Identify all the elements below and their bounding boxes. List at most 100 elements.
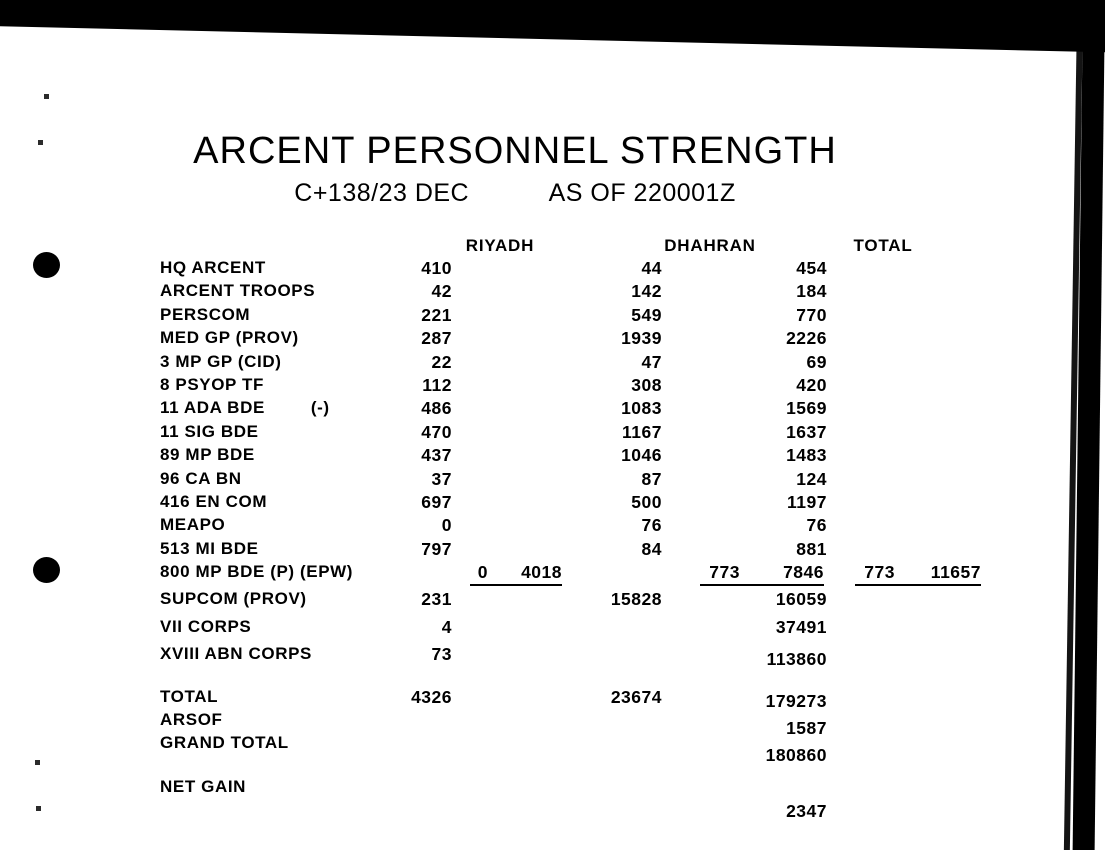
row-label-modifier: (-) (310, 398, 330, 418)
column-header-total: TOTAL (853, 236, 913, 255)
cell-riyadh-pair: 0 4018 (470, 562, 562, 587)
personnel-strength-table: RIYADH DHAHRAN TOTAL HQ ARCENT 410 44 45… (0, 236, 1000, 821)
cell-total: 770 (796, 304, 827, 325)
cell-dhahran: 47 (641, 351, 662, 372)
row-label: NET GAIN (160, 776, 247, 796)
row-label: MEAPO (160, 515, 226, 535)
row-spacer (0, 668, 1000, 687)
cell-total-subtotal: 11657 (930, 562, 981, 583)
cell-riyadh: 42 (431, 281, 452, 302)
cell-riyadh: 0 (441, 515, 452, 536)
cell-riyadh: 73 (431, 644, 452, 665)
table-row: 89 MP BDE 437 1046 1483 (0, 445, 1000, 468)
cell-riyadh: 112 (422, 374, 452, 395)
table-row: PERSCOM 221 549 770 (0, 305, 1000, 328)
table-row: 8 PSYOP TF 112 308 420 (0, 375, 1000, 398)
table-row: 416 EN COM 697 500 1197 (0, 492, 1000, 515)
table-header-row: RIYADH DHAHRAN TOTAL (0, 236, 1000, 258)
cell-total: 113860 (766, 649, 827, 670)
as-of-timestamp: AS OF 220001Z (548, 178, 736, 207)
cell-dhahran: 1167 (622, 421, 662, 442)
table-row-net-gain: NET GAIN 2347 (0, 771, 1000, 821)
cell-total-epw: 773 (864, 562, 895, 583)
row-label: GRAND TOTAL (160, 733, 289, 753)
row-label: 11 ADA BDE (-) (160, 398, 330, 418)
cell-total: 1483 (786, 445, 827, 466)
cell-total: 1197 (787, 491, 827, 512)
row-label-text: 11 ADA BDE (160, 398, 265, 418)
cell-dhahran-epw: 773 (709, 562, 740, 583)
cell-total-pair: 773 11657 (855, 562, 981, 587)
cell-riyadh: 221 (421, 304, 452, 325)
row-label: 89 MP BDE (160, 445, 255, 465)
cell-total: 2347 (786, 800, 827, 821)
row-label: 96 CA BN (160, 468, 242, 488)
table-row: HQ ARCENT 410 44 454 (0, 258, 1000, 281)
table-row: ARCENT TROOPS 42 142 184 (0, 281, 1000, 304)
cell-dhahran: 87 (641, 468, 662, 489)
row-label: 11 SIG BDE (160, 421, 259, 441)
row-label: VII CORPS (160, 616, 252, 636)
cell-dhahran: 44 (641, 258, 662, 278)
cell-riyadh-subtotal: 4018 (521, 562, 562, 583)
scan-speck (38, 140, 43, 145)
cell-total: 881 (796, 538, 827, 559)
row-label: ARSOF (160, 710, 223, 730)
cell-dhahran: 1083 (621, 398, 662, 419)
report-day-label: C+138/23 DEC (294, 178, 470, 207)
cell-dhahran-subtotal: 7846 (783, 562, 824, 583)
scan-speck (44, 94, 49, 99)
column-header-dhahran: DHAHRAN (664, 236, 756, 255)
table-row: VII CORPS 4 37491 (0, 613, 1000, 640)
cell-riyadh: 22 (431, 351, 452, 372)
margin-dot-lower (33, 557, 60, 583)
cell-riyadh: 410 (421, 258, 452, 278)
cell-riyadh: 231 (421, 589, 452, 610)
margin-dot-upper (33, 252, 60, 278)
row-label: TOTAL (160, 686, 219, 706)
cell-dhahran: 76 (641, 515, 662, 536)
cell-total: 76 (806, 515, 827, 536)
cell-total: 16059 (775, 589, 827, 610)
cell-total: 69 (806, 351, 827, 372)
row-label: SUPCOM (PROV) (160, 589, 307, 609)
cell-total: 124 (796, 468, 827, 489)
table-row: MED GP (PROV) 287 1939 2226 (0, 328, 1000, 351)
row-label: 3 MP GP (CID) (160, 351, 282, 371)
table-row-arsof: ARSOF 1587 (0, 710, 1000, 738)
table-row-epw-subtotal: 800 MP BDE (P) (EPW) 0 4018 773 7846 773 11… (0, 562, 1000, 587)
scan-speck (35, 760, 40, 765)
cell-riyadh: 437 (421, 445, 452, 466)
cell-dhahran: 84 (641, 538, 662, 559)
cell-total: 180860 (765, 745, 827, 766)
cell-dhahran-pair: 773 7846 (700, 562, 824, 587)
table-row: 96 CA BN 37 87 124 (0, 469, 1000, 492)
cell-total: 1587 (786, 718, 827, 739)
cell-total: 179273 (765, 690, 827, 711)
cell-dhahran: 1939 (621, 328, 662, 349)
cell-total: 1637 (786, 421, 827, 442)
cell-total: 420 (796, 374, 827, 395)
row-label: MED GP (PROV) (160, 328, 299, 348)
cell-riyadh: 37 (431, 468, 452, 489)
cell-dhahran: 15828 (610, 589, 662, 610)
cell-riyadh: 697 (421, 491, 452, 512)
row-label: 8 PSYOP TF (160, 374, 264, 394)
cell-riyadh: 4 (441, 616, 452, 637)
scan-speck (36, 806, 41, 811)
row-label: 513 MI BDE (160, 538, 259, 558)
column-header-riyadh: RIYADH (465, 236, 535, 255)
cell-riyadh: 287 (421, 328, 452, 349)
cell-total: 2226 (786, 328, 827, 349)
table-row: MEAPO 0 76 76 (0, 515, 1000, 538)
table-row-grand-total: GRAND TOTAL 180860 (0, 733, 1000, 765)
table-row: 3 MP GP (CID) 22 47 69 (0, 352, 1000, 375)
row-label: ARCENT TROOPS (160, 281, 316, 301)
row-label: PERSCOM (160, 304, 251, 324)
cell-riyadh: 486 (421, 398, 452, 419)
row-spacer (0, 757, 1000, 771)
cell-dhahran: 23674 (610, 686, 662, 707)
cell-riyadh: 470 (421, 421, 452, 442)
cell-total: 1569 (786, 398, 827, 419)
